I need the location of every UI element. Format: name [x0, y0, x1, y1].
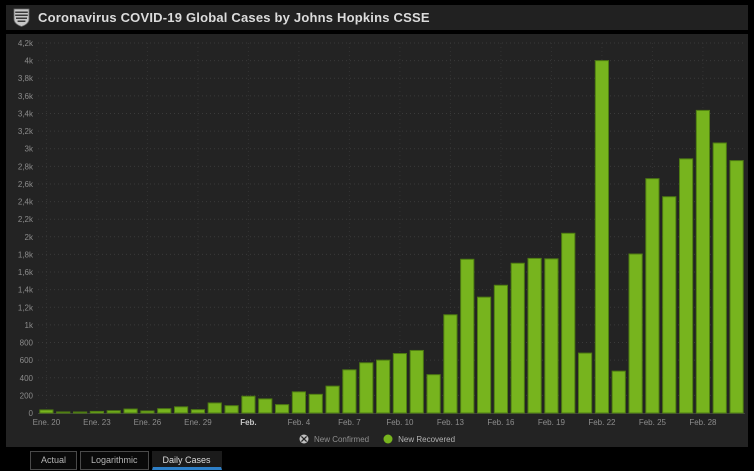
bar[interactable]: [359, 362, 374, 414]
y-axis-label: 1,6k: [18, 268, 34, 277]
tab-daily-cases[interactable]: Daily Cases: [151, 451, 222, 470]
y-axis-label: 400: [20, 374, 34, 383]
bar[interactable]: [527, 257, 542, 414]
bar[interactable]: [39, 409, 54, 414]
y-axis-label: 1,2k: [18, 303, 34, 312]
bar[interactable]: [224, 405, 239, 414]
bar[interactable]: [342, 369, 357, 414]
bar[interactable]: [375, 359, 391, 414]
bar[interactable]: [561, 232, 576, 414]
bar[interactable]: [56, 411, 71, 414]
y-axis-label: 2,2k: [18, 215, 34, 224]
bar[interactable]: [325, 385, 340, 414]
bar[interactable]: [72, 411, 88, 414]
y-axis-label: 4k: [25, 57, 34, 66]
tab-actual[interactable]: Actual: [30, 451, 78, 470]
y-axis-label: 0: [29, 409, 34, 418]
x-axis-label: Ene. 26: [134, 418, 162, 427]
bar[interactable]: [409, 349, 424, 414]
x-axis-label: Feb. 22: [588, 418, 616, 427]
x-axis-label: Feb. 10: [386, 418, 414, 427]
recovered-series-marker-icon: [383, 434, 393, 444]
y-axis-label: 2k: [25, 233, 34, 242]
y-axis-label: 3,6k: [18, 92, 34, 101]
bar[interactable]: [106, 410, 121, 414]
tab-logarithmic[interactable]: Logarithmic: [80, 451, 149, 470]
daily-cases-chart: 0 200 400 600 800 1k 1,2k 1,4k 1,6k 1,8k 2k 2,2k 2,4…: [18, 39, 745, 427]
y-axis-label: 1,8k: [18, 250, 34, 259]
bar[interactable]: [594, 60, 610, 414]
bar[interactable]: [443, 314, 458, 414]
x-axis-label: Ene. 29: [184, 418, 212, 427]
bar[interactable]: [173, 406, 189, 414]
bar[interactable]: [308, 393, 323, 414]
x-axis-label: Feb.: [240, 418, 256, 427]
bar[interactable]: [695, 109, 711, 414]
bar[interactable]: [729, 160, 744, 414]
view-tab-bar: Actual Logarithmic Daily Cases: [6, 451, 748, 471]
title-bar: Coronavirus COVID-19 Global Cases by Joh…: [6, 5, 748, 30]
y-axis-label: 3,8k: [18, 74, 34, 83]
y-axis-label: 2,8k: [18, 162, 34, 171]
bar[interactable]: [460, 258, 475, 414]
y-axis-label: 1,4k: [18, 286, 34, 295]
johns-hopkins-shield-icon: [13, 8, 30, 27]
bar[interactable]: [712, 142, 727, 414]
bar[interactable]: [291, 391, 307, 414]
chart-legend: New Confirmed New Recovered: [6, 434, 748, 444]
bar[interactable]: [157, 408, 172, 414]
y-axis-label: 600: [20, 356, 34, 365]
bar[interactable]: [493, 284, 509, 414]
disabled-series-marker-icon: [299, 434, 309, 444]
y-axis-label: 4,2k: [18, 39, 34, 48]
y-axis-label: 800: [20, 339, 34, 348]
bar[interactable]: [392, 353, 408, 414]
bar[interactable]: [645, 178, 660, 414]
bar[interactable]: [611, 370, 626, 414]
bar[interactable]: [510, 262, 525, 414]
x-axis-label: Ene. 20: [33, 418, 61, 427]
x-axis-label: Feb. 16: [487, 418, 515, 427]
bar[interactable]: [274, 404, 290, 414]
x-axis-label: Ene. 23: [83, 418, 111, 427]
x-axis-label: Feb. 13: [437, 418, 465, 427]
bar[interactable]: [207, 402, 222, 414]
bar[interactable]: [628, 253, 643, 414]
x-axis-label: Feb. 25: [639, 418, 667, 427]
x-axis-label: Feb. 7: [338, 418, 361, 427]
y-axis-label: 2,4k: [18, 198, 34, 207]
bar[interactable]: [577, 352, 593, 414]
bar[interactable]: [140, 410, 155, 414]
y-axis-label: 2,6k: [18, 180, 34, 189]
bar[interactable]: [241, 395, 256, 414]
bar[interactable]: [89, 410, 105, 414]
legend-label-new-recovered: New Recovered: [398, 434, 456, 444]
bar[interactable]: [662, 196, 677, 414]
x-axis-label: Feb. 4: [288, 418, 311, 427]
y-axis-label: 3,4k: [18, 109, 34, 118]
y-axis-label: 3k: [25, 145, 34, 154]
y-axis-label: 1k: [25, 321, 34, 330]
x-axis-label: Feb. 19: [538, 418, 566, 427]
bar[interactable]: [190, 409, 206, 414]
y-axis-label: 200: [20, 391, 34, 400]
bar[interactable]: [544, 258, 559, 414]
bar[interactable]: [426, 374, 441, 414]
legend-item-new-recovered[interactable]: New Recovered: [383, 434, 455, 444]
bar[interactable]: [476, 296, 492, 414]
bar[interactable]: [258, 398, 273, 414]
bar[interactable]: [678, 158, 694, 414]
legend-item-new-confirmed[interactable]: New Confirmed: [299, 434, 369, 444]
x-axis-label: Feb. 28: [689, 418, 717, 427]
page-title: Coronavirus COVID-19 Global Cases by Joh…: [38, 10, 430, 25]
y-axis-label: 3,2k: [18, 127, 34, 136]
legend-label-new-confirmed: New Confirmed: [313, 434, 370, 444]
bar[interactable]: [123, 408, 138, 414]
chart-panel: 0 200 400 600 800 1k 1,2k 1,4k 1,6k 1,8k 2k 2,2k 2,4…: [6, 34, 748, 447]
